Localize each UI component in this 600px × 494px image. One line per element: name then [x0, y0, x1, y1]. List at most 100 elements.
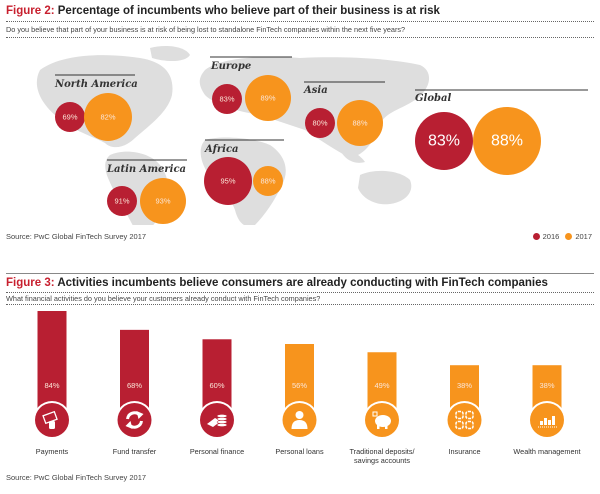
bubble-label-2017: 93%: [155, 197, 170, 206]
bubble-2016: [415, 112, 473, 170]
divider: [6, 292, 594, 293]
bill-shape: [207, 418, 221, 427]
bar-chart-icon: [538, 416, 557, 428]
bar-group: 60% Personal finance: [190, 339, 244, 456]
shield-quadrant: [465, 410, 474, 420]
bubble-2017: [473, 107, 541, 175]
bar-group: 84% Payments: [33, 311, 71, 456]
region-latin-america: Latin America 91% 93%: [106, 159, 187, 224]
bubble-label-2017: 88%: [352, 119, 367, 128]
bubble-label-2016: 91%: [114, 197, 129, 206]
bar-group: 68% Fund transfer: [113, 329, 157, 456]
figure2-subtitle: Do you believe that part of your busines…: [6, 25, 406, 34]
region-label: Asia: [303, 85, 328, 96]
bubble-label-2016: 95%: [220, 177, 235, 186]
bar-value-label: 68%: [127, 381, 142, 390]
legend-swatch-2016: [532, 233, 540, 240]
piggy-bank-icon: [372, 411, 391, 429]
coin-shape: [216, 420, 228, 424]
bubble-2017: [245, 75, 291, 121]
category-label: Insurance: [448, 447, 480, 456]
body-shape: [291, 420, 308, 429]
legend-label-2016: 2016: [542, 232, 560, 241]
coin-slot: [372, 411, 378, 417]
bar-group: 56% Personal loans: [275, 344, 324, 456]
bubble-label-2017: 89%: [260, 94, 275, 103]
icon-badge: [447, 403, 482, 437]
bar: [367, 352, 397, 410]
region-europe: Europe 83% 89%: [210, 56, 292, 121]
region-label: Africa: [204, 144, 239, 155]
bubble-label-2016: 83%: [428, 133, 460, 150]
bubble-2017: [253, 166, 283, 196]
bubble-label-2016: 69%: [62, 113, 77, 122]
bar: [120, 329, 149, 410]
pig-leg: [377, 425, 380, 429]
figure3-source: Source: PwC Global FinTech Survey 2017: [6, 473, 147, 482]
region-africa: Africa 95% 88%: [204, 139, 284, 205]
bubble-label-2016: 80%: [312, 119, 327, 128]
arrow-head: [125, 421, 133, 429]
bar: [285, 344, 314, 410]
arrow-head: [136, 411, 144, 419]
hand-shape: [49, 421, 55, 429]
bubble-label-2017: 82%: [100, 113, 115, 122]
bubble-label-2017: 88%: [260, 177, 275, 186]
fund-transfer-icon: [125, 411, 144, 429]
category-label: Personal loans: [275, 447, 324, 456]
legend-swatch-2017: [565, 233, 573, 240]
region-label: Global: [415, 93, 451, 104]
bar-chart: 84% Payments 68% Fund transfer 60% Personal f…: [33, 311, 581, 465]
icon-badge: [117, 403, 152, 437]
bubble-2017: [140, 178, 186, 224]
divider: [6, 304, 594, 305]
figure2-number: Figure 2:: [6, 5, 55, 17]
figure3-title: Figure 3: Activities incumbents believe …: [6, 277, 548, 289]
shield-quadrant: [465, 420, 474, 430]
bubble-2016: [305, 108, 335, 138]
mini-bar: [540, 421, 543, 425]
bubble-label-2016: 83%: [219, 95, 234, 104]
category-label: savings accounts: [354, 456, 410, 465]
mini-bar: [548, 420, 551, 425]
bar-group: 38% Insurance: [445, 365, 484, 456]
mini-bar: [544, 418, 547, 425]
bubble-2017: [84, 93, 132, 141]
figure3-number: Figure 3:: [6, 277, 55, 289]
category-label: Fund transfer: [113, 447, 157, 456]
pig-leg: [385, 425, 388, 429]
icon-badge: [35, 403, 69, 437]
bubble-map: North America 69% 82% Europe 83% 89% Asi…: [36, 46, 588, 225]
bubble-2016: [107, 186, 137, 216]
bubble-2017: [337, 100, 383, 146]
bubble-2016: [55, 102, 85, 132]
mini-bar: [552, 416, 555, 425]
bar: [202, 339, 232, 410]
head-shape: [295, 411, 304, 419]
bar-value-label: 84%: [44, 381, 59, 390]
category-label: Payments: [36, 447, 69, 456]
figure2-source: Source: PwC Global FinTech Survey 2017: [6, 232, 147, 241]
shield-quadrant: [455, 420, 464, 430]
bar: [37, 311, 67, 410]
bar-value-label: 38%: [457, 381, 472, 390]
coin-shape: [216, 414, 228, 418]
bubble-2016: [212, 84, 242, 114]
insurance-icon: [455, 410, 474, 430]
bar-value-label: 38%: [539, 381, 554, 390]
coin-shape: [216, 417, 228, 421]
region-label: Europe: [210, 61, 251, 72]
figure3-title-text: Activities incumbents believe consumers …: [54, 277, 548, 289]
person-icon: [291, 411, 308, 429]
region-global: Global 83% 88%: [415, 89, 588, 175]
bar-group: 38% Wealth management: [513, 365, 581, 456]
cash-stack-icon: [207, 414, 228, 427]
region-label: Latin America: [106, 164, 186, 175]
pig-body: [375, 415, 391, 427]
bar-value-label: 56%: [292, 381, 307, 390]
figure2-title: Figure 2: Percentage of incumbents who b…: [6, 5, 440, 17]
region-asia: Asia 80% 88%: [303, 81, 385, 146]
bubble-label-2017: 88%: [491, 133, 523, 150]
legend: 2016 2017: [532, 232, 592, 241]
bar-value-label: 60%: [209, 381, 224, 390]
